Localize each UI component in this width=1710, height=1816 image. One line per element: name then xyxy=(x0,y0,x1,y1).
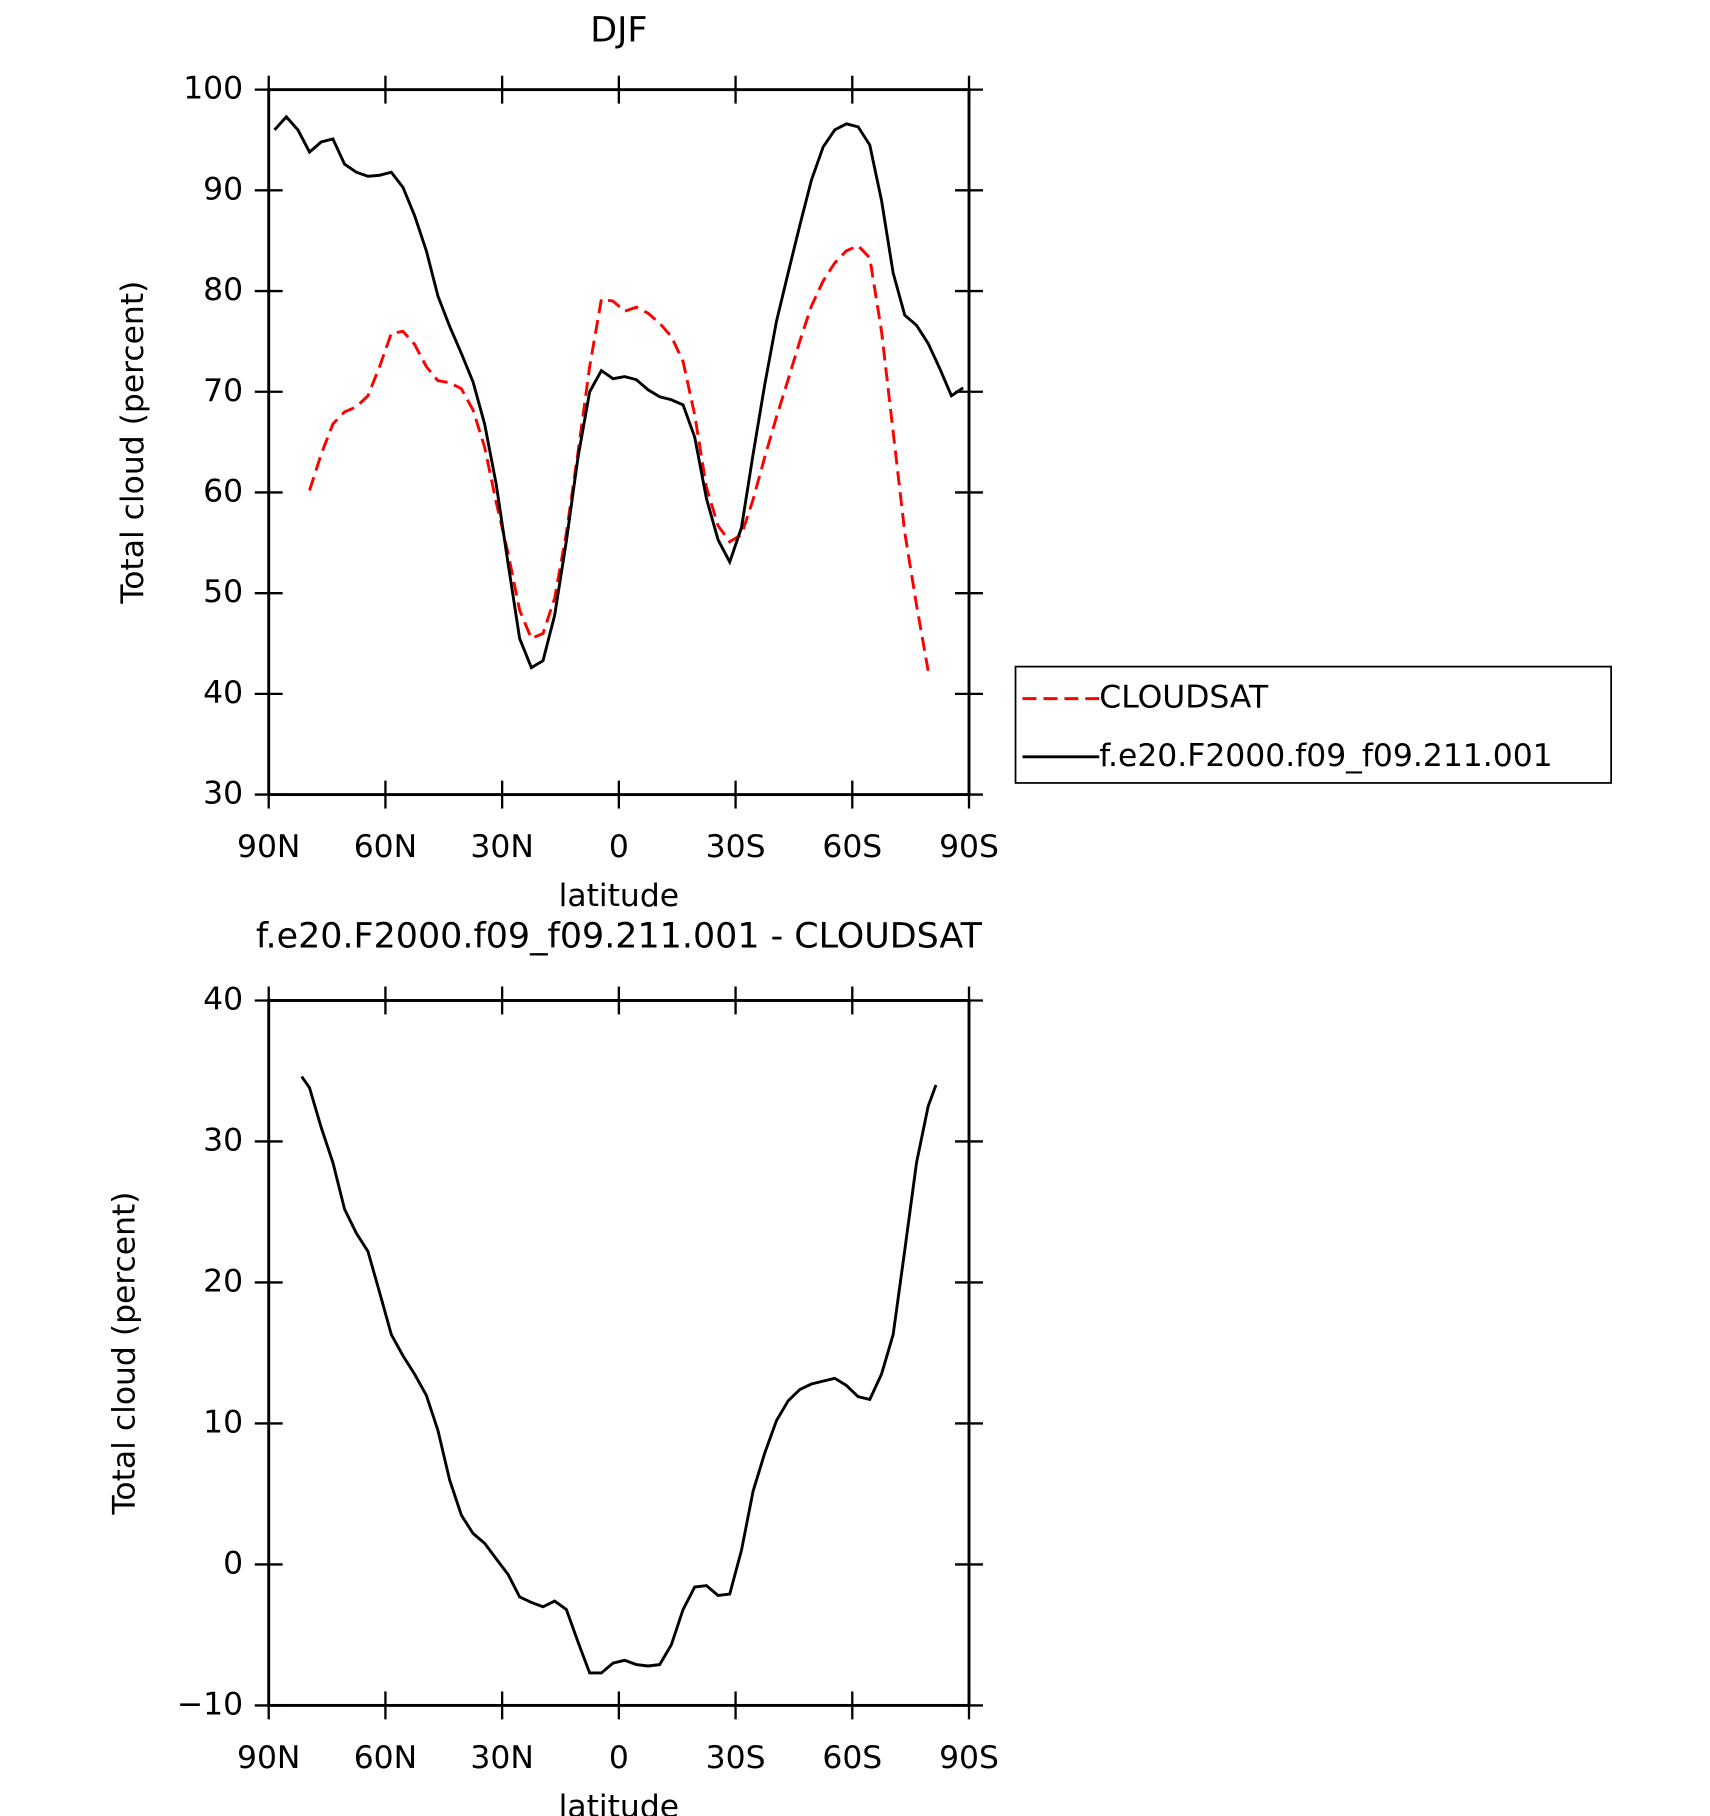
y-axis-label: Total cloud (percent) xyxy=(107,1191,143,1515)
x-tick-label: 0 xyxy=(609,1740,629,1776)
x-tick-label: 30S xyxy=(706,829,766,865)
x-tick-label: 90S xyxy=(939,829,999,865)
legend-box xyxy=(1014,665,1612,784)
y-tick-label: 20 xyxy=(203,1263,243,1299)
y-tick-label: 10 xyxy=(203,1404,243,1440)
y-tick-label: 0 xyxy=(223,1545,243,1581)
x-tick-label: 90N xyxy=(237,1740,300,1776)
plot-frame xyxy=(267,999,971,1707)
x-tick-label: 60S xyxy=(822,829,882,865)
y-tick-label: 100 xyxy=(183,71,243,107)
x-tick-label: 60N xyxy=(354,1740,417,1776)
y-tick-label: 50 xyxy=(203,574,243,610)
chart-title: DJF xyxy=(590,10,647,50)
chart-title: f.e20.F2000.f09_f09.211.001 - CLOUDSAT xyxy=(256,917,983,957)
data-line xyxy=(308,244,930,671)
y-tick-label: 70 xyxy=(203,373,243,409)
y-tick-label: 80 xyxy=(203,272,243,308)
y-tick-label: 90 xyxy=(203,171,243,207)
data-line xyxy=(273,114,965,670)
y-tick-label: −10 xyxy=(177,1686,243,1722)
data-line xyxy=(300,1075,938,1675)
x-tick-label: 90N xyxy=(237,829,300,865)
x-axis-label: latitude xyxy=(559,1789,679,1816)
x-tick-label: 30N xyxy=(470,1740,533,1776)
x-tick-label: 60S xyxy=(822,1740,882,1776)
x-tick-label: 60N xyxy=(354,829,417,865)
y-tick-label: 30 xyxy=(203,1122,243,1158)
plot-frame xyxy=(267,88,971,797)
x-tick-label: 90S xyxy=(939,1740,999,1776)
x-tick-label: 30N xyxy=(470,829,533,865)
y-tick-label: 40 xyxy=(203,981,243,1017)
y-axis-label: Total cloud (percent) xyxy=(115,281,151,605)
x-tick-label: 0 xyxy=(609,829,629,865)
y-tick-label: 30 xyxy=(203,776,243,812)
y-tick-label: 60 xyxy=(203,473,243,509)
legend-label: CLOUDSAT xyxy=(1099,680,1269,716)
legend-label: f.e20.F2000.f09_f09.211.001 xyxy=(1099,738,1552,774)
y-tick-label: 40 xyxy=(203,675,243,711)
x-axis-label: latitude xyxy=(559,878,679,914)
x-tick-label: 30S xyxy=(706,1740,766,1776)
